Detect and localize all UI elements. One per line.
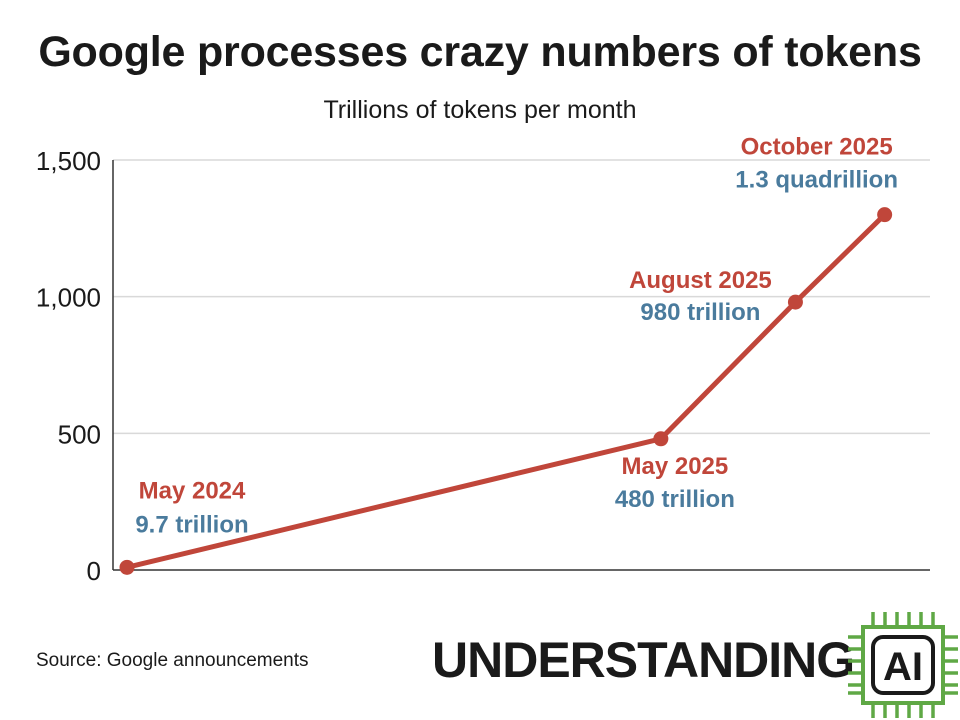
- chart-subtitle: Trillions of tokens per month: [323, 96, 637, 124]
- annotation-date-label: August 2025: [629, 267, 772, 294]
- annotation-value-label: 1.3 quadrillion: [735, 167, 898, 194]
- data-point: [877, 207, 893, 223]
- chart-title: Google processes crazy numbers of tokens: [38, 28, 922, 76]
- series-line: [124, 212, 888, 570]
- y-tick-label: 1,000: [36, 283, 101, 313]
- logo-chip-text: AI: [883, 645, 923, 689]
- logo-wordmark: UNDERSTANDING: [432, 632, 855, 688]
- data-point: [119, 559, 135, 575]
- y-tick-label: 0: [87, 556, 101, 586]
- data-point: [653, 431, 669, 447]
- source-note: Source: Google announcements: [36, 650, 309, 671]
- ai-chip-logo-icon: AI: [848, 612, 958, 718]
- annotation-date-label: October 2025: [741, 134, 893, 161]
- annotation-date-label: May 2025: [621, 453, 728, 480]
- annotation-value-label: 480 trillion: [615, 486, 735, 513]
- data-point: [787, 294, 803, 310]
- annotation-value-label: 9.7 trillion: [135, 511, 248, 538]
- annotation-date-label: May 2024: [139, 477, 246, 504]
- y-tick-label: 1,500: [36, 146, 101, 176]
- annotation-value-label: 980 trillion: [640, 299, 760, 326]
- chip-pins: [848, 612, 958, 718]
- chip-body-inner: [871, 635, 935, 695]
- y-tick-label: 500: [58, 419, 101, 449]
